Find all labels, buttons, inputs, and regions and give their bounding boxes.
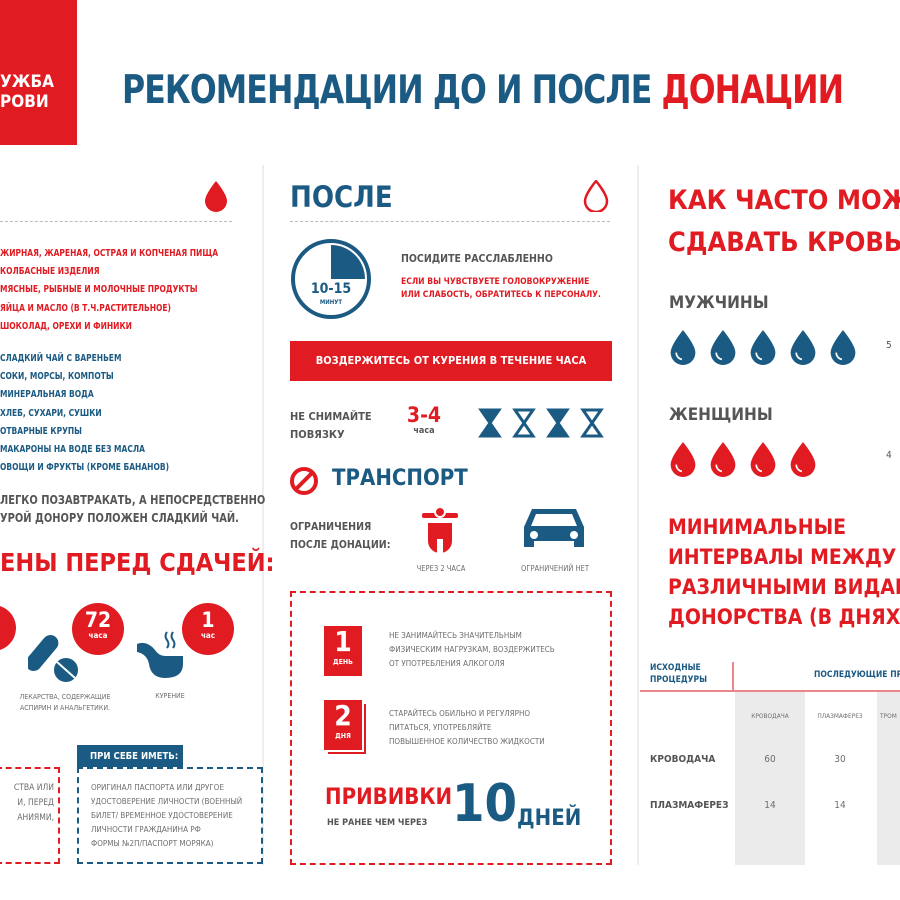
- page-title: РЕКОМЕНДАЦИИ ДО И ПОСЛЕ ДОНАЦИИ: [122, 68, 844, 113]
- smoking-badge: 1 час: [182, 603, 234, 655]
- smoking-label: КУРЕНИЕ: [155, 692, 185, 700]
- divider: [0, 221, 232, 222]
- after-heading: ПОСЛЕ: [290, 180, 393, 214]
- vaccination-subtext: НЕ РАНЕЕ ЧЕМ ЧЕРЕЗ: [327, 818, 428, 828]
- vaccination-days-value: 10: [452, 774, 518, 834]
- bandage-text: НЕ СНИМАЙТЕ ПОВЯЗКУ: [290, 410, 372, 441]
- transport-heading: ТРАНСПОРТ: [332, 466, 468, 491]
- day2-text: СТАРАЙТЕСЬ ОБИЛЬНО И РЕГУЛЯРНО ПИТАТЬСЯ, …: [389, 709, 545, 746]
- table-row-label: КРОВОДАЧА: [650, 754, 716, 765]
- table-header-next: ПОСЛЕДУЮЩИЕ ПРО: [814, 670, 900, 680]
- blood-drop-outline-icon: [583, 180, 609, 212]
- divider: [732, 662, 734, 690]
- table-row-label: ПЛАЗМАФЕРЕЗ: [650, 800, 729, 811]
- day1-text: НЕ ЗАНИМАЙТЕСЬ ЗНАЧИТЕЛЬНЫМ ФИЗИЧЕСКИМ НА…: [389, 631, 555, 668]
- table-cell: 14: [834, 800, 846, 811]
- after-days-box: [290, 591, 612, 865]
- pipe-icon: [137, 631, 183, 678]
- bandage-hours: 3-4 часа: [406, 403, 442, 436]
- table-subheader: КРОВОДАЧА: [751, 712, 789, 720]
- pills-icon: [28, 635, 78, 682]
- dizziness-warning: ЕСЛИ ВЫ ЧУВСТВУЕТЕ ГОЛОВОКРУЖЕНИЕ ИЛИ СЛА…: [401, 277, 601, 300]
- men-count: 5: [886, 340, 892, 351]
- allowed-foods-list: СЛАДКИЙ ЧАЙ С ВАРЕНЬЕМ СОКИ, МОРСЫ, КОМПО…: [0, 353, 170, 474]
- blood-drop-icon: [750, 330, 776, 365]
- hourglass-icons: [478, 408, 604, 438]
- frequency-heading: КАК ЧАСТО МОЖНСДАВАТЬ КРОВЬ?: [668, 185, 900, 258]
- table-subheader: ТРОМ: [880, 712, 897, 720]
- blood-drop-icon: [710, 442, 736, 477]
- blood-drop-icon: [830, 330, 856, 365]
- table-cell: 30: [834, 754, 846, 765]
- blood-drop-icon: [790, 442, 816, 477]
- table-cell: 60: [764, 754, 776, 765]
- no-smoking-banner: ВОЗДЕРЖИТЕСЬ ОТ КУРЕНИЯ В ТЕЧЕНИЕ ЧАСА: [290, 341, 612, 381]
- blood-drop-icon: [203, 180, 229, 212]
- intervals-heading: МИНИМАЛЬНЫЕ ИНТЕРВАЛЫ МЕЖДУ РАЗЛИЧНЫМИ ВИД…: [668, 515, 900, 629]
- transport-restrictions-label: ОГРАНИЧЕНИЯ ПОСЛЕ ДОНАЦИИ:: [290, 521, 391, 551]
- blood-drop-icon: [750, 442, 776, 477]
- breakfast-note: ЛЕГКО ПОЗАВТРАКАТЬ, А НЕПОСРЕДСТВЕННО УРО…: [0, 492, 266, 525]
- car-label: ОГРАНИЧЕНИЙ НЕТ: [521, 564, 589, 573]
- table-column-bg: [735, 692, 805, 865]
- clock-icon: [291, 239, 371, 319]
- divider: [640, 690, 900, 692]
- blood-drop-icon: [670, 330, 696, 365]
- prohibited-icon: [290, 467, 318, 495]
- meds-label: ЛЕКАРСТВА, СОДЕРЖАЩИЕ АСПИРИН И АНАЛЬГЕТИ…: [19, 693, 111, 712]
- table-header-source: ИСХОДНЫЕ ПРОЦЕДУРЫ: [650, 663, 708, 685]
- car-icon: [524, 509, 584, 547]
- day1-badge: 1 ДЕНЬ: [324, 626, 362, 676]
- meds-badge: 72 часа: [72, 603, 124, 655]
- table-cell: 14: [764, 800, 776, 811]
- relax-text: ПОСИДИТЕ РАССЛАБЛЕННО: [401, 253, 553, 265]
- bring-heading: ПРИ СЕБЕ ИМЕТЬ:: [77, 745, 183, 767]
- table-subheader: ПЛАЗМАФЕРЕЗ: [817, 712, 863, 720]
- blood-drop-icon: [790, 330, 816, 365]
- day2-badge: 2 ДНЯ: [324, 700, 362, 750]
- women-label: ЖЕНЩИНЫ: [669, 405, 773, 425]
- women-count: 4: [886, 450, 892, 461]
- contraindications-heading: ЕНЫ ПЕРЕД СДАЧЕЙ:: [0, 548, 275, 577]
- divider: [290, 221, 610, 222]
- red-note-box: СТВА ИЛИ И, ПЕРЕД АНИЯМИ,: [0, 767, 60, 864]
- scooter-icon: [422, 506, 458, 553]
- divider: [262, 165, 264, 865]
- logo: УЖБА РОВИ: [0, 0, 77, 145]
- women-drops: [668, 441, 818, 477]
- cut-circle: [0, 605, 16, 651]
- men-label: МУЖЧИНЫ: [669, 293, 769, 313]
- blood-drop-icon: [670, 442, 696, 477]
- blood-drop-icon: [710, 330, 736, 365]
- day2-shadow: [328, 704, 366, 754]
- table-column-bg: [877, 692, 900, 865]
- men-drops: [668, 329, 858, 365]
- bring-box: ОРИГИНАЛ ПАСПОРТА ИЛИ ДРУГОЕ УДОСТОВЕРЕНИ…: [77, 767, 263, 864]
- forbidden-foods-list: ЖИРНАЯ, ЖАРЕНАЯ, ОСТРАЯ И КОПЧЕНАЯ ПИЩА К…: [0, 248, 219, 332]
- scooter-label: ЧЕРЕЗ 2 ЧАСА: [416, 564, 466, 573]
- vaccination-heading: ПРИВИВКИ: [325, 785, 453, 810]
- vaccination-days-unit: ДНЕЙ: [517, 806, 582, 831]
- clock-value: 10-15 МИНУТ: [310, 281, 352, 306]
- divider: [637, 165, 639, 865]
